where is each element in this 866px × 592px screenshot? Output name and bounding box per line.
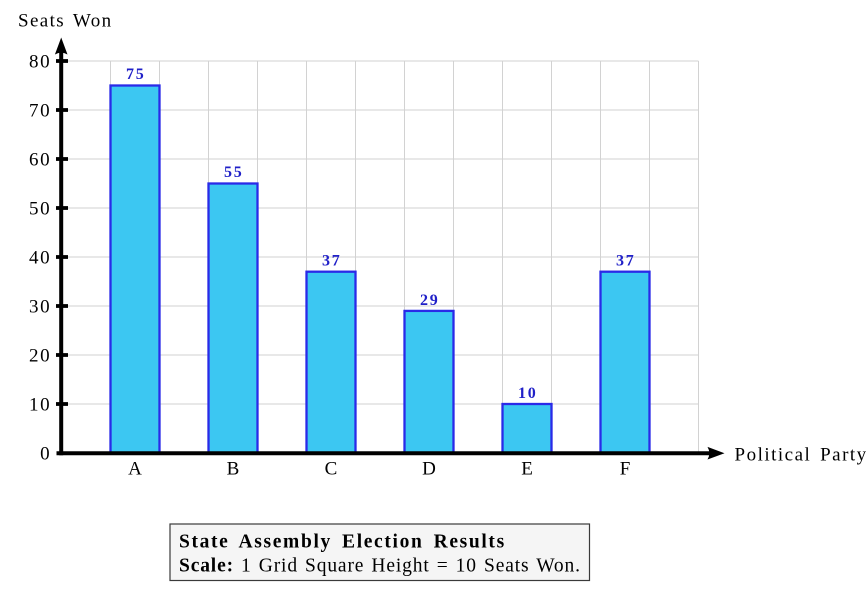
svg-text:80: 80 bbox=[29, 52, 51, 73]
svg-text:30: 30 bbox=[29, 297, 51, 318]
svg-text:29: 29 bbox=[420, 292, 440, 309]
svg-text:Scale: 1 Grid Square Height =: Scale: 1 Grid Square Height = 10 Seats W… bbox=[179, 556, 581, 577]
svg-text:State Assembly Election Result: State Assembly Election Results bbox=[179, 532, 506, 553]
svg-text:C: C bbox=[325, 459, 338, 480]
svg-text:A: A bbox=[128, 459, 142, 480]
svg-text:10: 10 bbox=[518, 385, 538, 402]
svg-text:37: 37 bbox=[322, 253, 342, 270]
svg-text:75: 75 bbox=[126, 66, 146, 83]
svg-text:20: 20 bbox=[29, 346, 51, 367]
svg-text:37: 37 bbox=[616, 253, 636, 270]
svg-text:0: 0 bbox=[40, 444, 51, 465]
svg-text:Seats Won: Seats Won bbox=[18, 11, 113, 32]
svg-text:70: 70 bbox=[29, 101, 51, 122]
svg-text:E: E bbox=[521, 459, 533, 480]
svg-text:10: 10 bbox=[29, 395, 51, 416]
svg-text:F: F bbox=[620, 459, 631, 480]
svg-text:40: 40 bbox=[29, 248, 51, 269]
svg-text:50: 50 bbox=[29, 199, 51, 220]
svg-text:55: 55 bbox=[224, 164, 244, 181]
svg-text:Political Party: Political Party bbox=[735, 445, 866, 466]
svg-text:60: 60 bbox=[29, 150, 51, 171]
svg-text:B: B bbox=[227, 459, 240, 480]
svg-text:D: D bbox=[422, 459, 436, 480]
